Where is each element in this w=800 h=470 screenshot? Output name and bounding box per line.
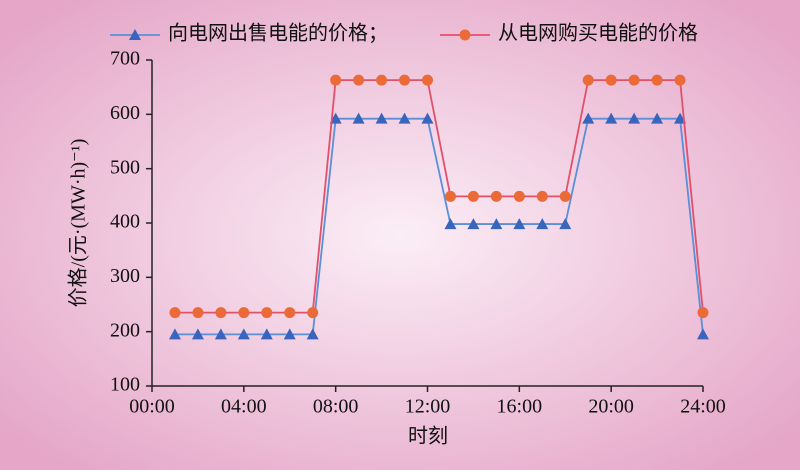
x-axis-label: 时刻 bbox=[408, 425, 448, 448]
data-point bbox=[536, 218, 549, 230]
x-tick-label: 04:00 bbox=[221, 396, 267, 418]
data-point bbox=[628, 74, 640, 86]
series-line bbox=[174, 117, 704, 336]
data-point bbox=[215, 307, 227, 319]
data-point bbox=[467, 190, 479, 202]
y-tick-label: 100 bbox=[110, 374, 140, 396]
x-tick-label: 20:00 bbox=[588, 396, 634, 418]
data-point bbox=[605, 74, 617, 86]
data-point bbox=[307, 307, 319, 319]
data-point bbox=[422, 74, 433, 86]
data-point bbox=[191, 328, 204, 340]
data-point bbox=[214, 328, 227, 340]
data-point bbox=[513, 218, 526, 230]
data-point bbox=[582, 112, 595, 124]
y-tick-label: 300 bbox=[110, 265, 140, 287]
data-point bbox=[238, 307, 250, 319]
x-tick-label: 12:00 bbox=[405, 396, 451, 418]
x-tick-label: 08:00 bbox=[313, 396, 359, 418]
data-point bbox=[651, 112, 664, 124]
data-point bbox=[628, 112, 641, 124]
data-point bbox=[444, 190, 456, 202]
legend-label: 从电网购买电能的价格 bbox=[498, 22, 698, 45]
data-point bbox=[421, 112, 434, 124]
data-point bbox=[536, 190, 548, 202]
data-point bbox=[260, 328, 273, 340]
legend-marker bbox=[459, 29, 471, 41]
y-tick-label: 700 bbox=[110, 48, 140, 70]
data-point bbox=[399, 74, 411, 86]
data-point bbox=[192, 307, 204, 319]
data-point bbox=[329, 112, 342, 124]
data-point bbox=[306, 328, 319, 340]
data-point bbox=[490, 218, 503, 230]
data-point bbox=[330, 74, 342, 86]
data-point bbox=[559, 190, 571, 202]
data-point bbox=[237, 328, 250, 340]
x-tick-label: 16:00 bbox=[497, 396, 543, 418]
data-point bbox=[353, 74, 365, 86]
x-tick-label: 24:00 bbox=[680, 396, 726, 418]
data-point bbox=[674, 112, 687, 124]
y-tick-label: 400 bbox=[110, 211, 140, 233]
data-point bbox=[490, 190, 502, 202]
data-point bbox=[398, 112, 411, 124]
data-point bbox=[605, 112, 618, 124]
legend-label: 向电网出售电能的价格； bbox=[168, 22, 388, 45]
data-point bbox=[513, 190, 525, 202]
legend-marker bbox=[129, 29, 141, 40]
data-point bbox=[674, 74, 686, 86]
data-point bbox=[582, 74, 594, 86]
data-point bbox=[261, 307, 273, 319]
data-point bbox=[376, 74, 388, 86]
data-point bbox=[697, 307, 709, 319]
data-point bbox=[651, 74, 663, 86]
data-point bbox=[444, 218, 457, 230]
data-point bbox=[375, 112, 388, 124]
y-tick-label: 500 bbox=[110, 156, 140, 178]
data-point bbox=[697, 328, 709, 340]
x-tick-label: 00:00 bbox=[129, 396, 175, 418]
data-point bbox=[559, 218, 572, 230]
data-point bbox=[169, 307, 181, 319]
y-tick-label: 600 bbox=[110, 102, 140, 124]
data-point bbox=[283, 328, 296, 340]
y-axis-label: 价格/(元·(MW·h)⁻¹) bbox=[67, 139, 90, 308]
data-point bbox=[168, 328, 181, 340]
data-point bbox=[467, 218, 480, 230]
data-point bbox=[352, 112, 365, 124]
y-tick-label: 200 bbox=[110, 319, 140, 341]
data-point bbox=[284, 307, 296, 319]
